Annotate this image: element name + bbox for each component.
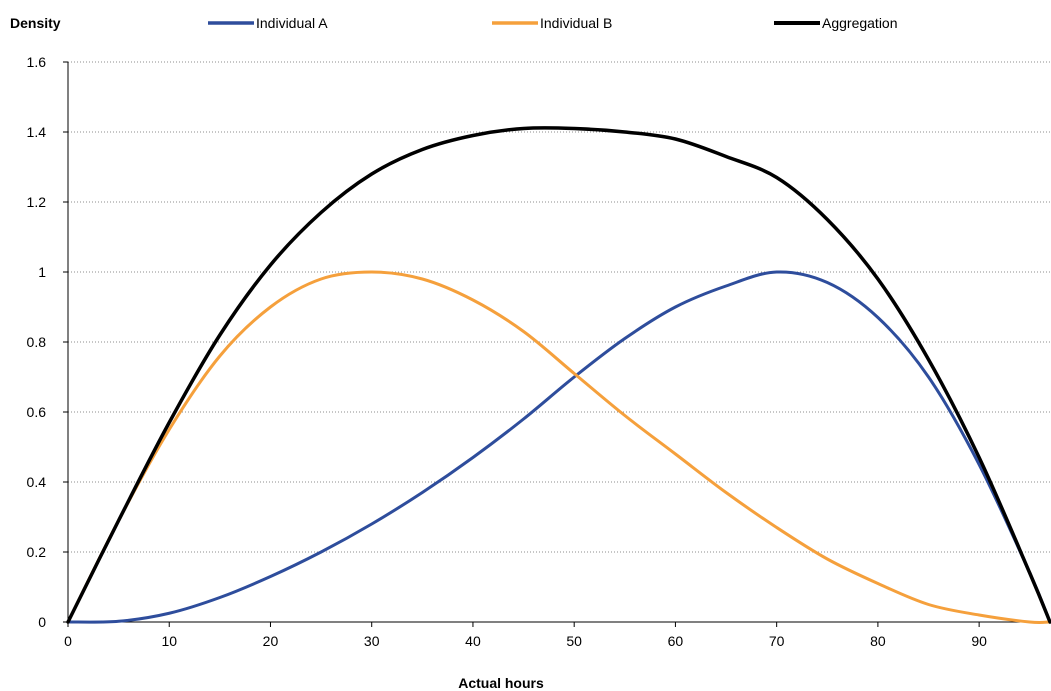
y-tick-label-5: 1	[38, 264, 46, 280]
y-tick-label-6: 1.2	[27, 194, 47, 210]
series-line-individual-b	[66, 270, 1051, 625]
x-tick-label-9: 90	[971, 633, 987, 649]
x-tick-label-5: 50	[566, 633, 582, 649]
x-tick-label-2: 20	[263, 633, 279, 649]
axis-labels: 0 0.2 0.4 0.6 0.8 1 1.2 1.4 1.6 0 10 20 30 40 50 60 70 80…	[10, 15, 987, 691]
x-tick-label-8: 80	[870, 633, 886, 649]
y-tick-label-0: 0	[38, 614, 46, 630]
gridlines	[68, 61, 1050, 553]
y-tick-label-4: 0.8	[27, 334, 47, 350]
x-tick-label-4: 40	[465, 633, 481, 649]
series-lines	[66, 126, 1051, 625]
y-tick-label-7: 1.4	[27, 124, 47, 140]
legend-label-aggregation: Aggregation	[822, 15, 898, 31]
y-tick-label-2: 0.4	[27, 474, 47, 490]
x-tick-label-7: 70	[769, 633, 785, 649]
y-tick-label-3: 0.6	[27, 404, 47, 420]
x-tick-label-6: 60	[668, 633, 684, 649]
x-tick-label-1: 10	[161, 633, 177, 649]
y-axis-title: Density	[10, 15, 61, 31]
series-line-aggregation	[66, 126, 1051, 624]
x-tick-label-3: 30	[364, 633, 380, 649]
x-axis-title: Actual hours	[458, 675, 544, 691]
series-line-individual-a	[66, 270, 1051, 624]
legend: Individual A Individual B Aggregation	[208, 15, 898, 31]
y-tick-label-1: 0.2	[27, 544, 47, 560]
legend-label-individual-b: Individual B	[540, 15, 612, 31]
legend-label-individual-a: Individual A	[256, 15, 328, 31]
x-tick-label-0: 0	[64, 633, 72, 649]
y-tick-label-8: 1.6	[27, 54, 47, 70]
